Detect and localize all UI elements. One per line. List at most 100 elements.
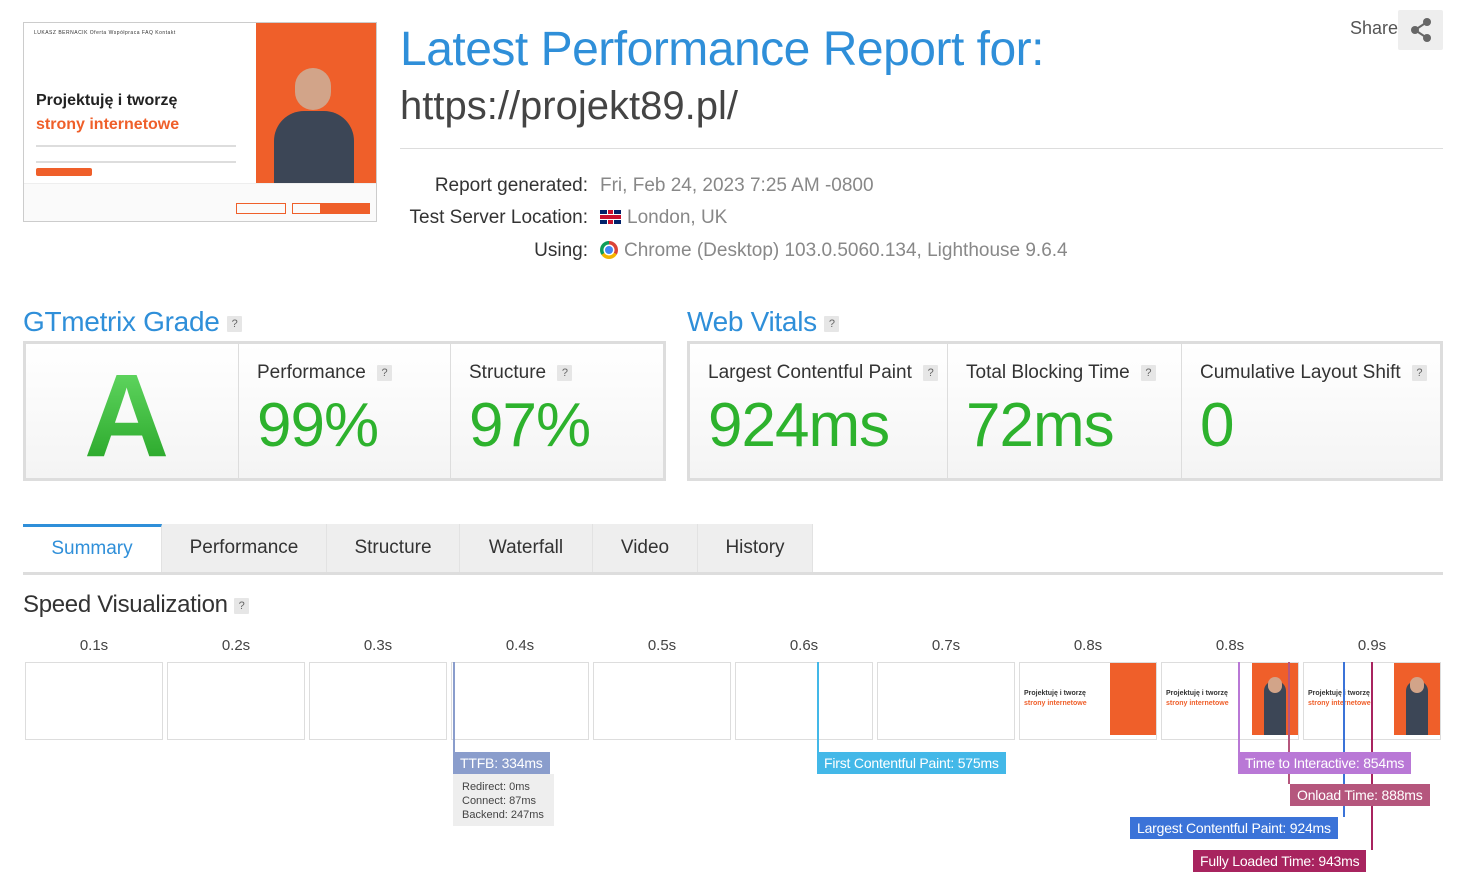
frame-time-label: 0.8s <box>1215 637 1245 654</box>
filmstrip-frame[interactable] <box>877 662 1015 740</box>
onload-line <box>1288 662 1290 784</box>
location-value: London, UK <box>627 207 728 228</box>
share-icon <box>1411 18 1431 42</box>
tab-summary[interactable]: Summary <box>23 524 162 572</box>
frame-time-label: 0.6s <box>789 637 819 654</box>
frame-thumb-line: Projektuję i tworzę <box>1166 690 1228 697</box>
lcp-label: Largest Contentful Paint <box>708 362 912 383</box>
help-icon[interactable]: ? <box>1140 364 1156 381</box>
web-vitals-box: Largest Contentful Paint ? 924ms Total B… <box>687 341 1443 481</box>
thumbnail-person-head <box>295 68 331 110</box>
help-icon[interactable]: ? <box>377 364 393 381</box>
tbt-label-wrap: Total Blocking Time ? <box>966 362 1156 384</box>
share-label[interactable]: Share <box>1350 18 1399 38</box>
lcp-value: 924ms <box>708 391 890 460</box>
ttfb-marker: TTFB: 334ms <box>453 752 550 774</box>
thumbnail-headline-2: strony internetowe <box>36 116 180 133</box>
help-icon[interactable]: ? <box>1411 364 1427 381</box>
thumbnail-text-lines <box>36 145 236 163</box>
tab-video[interactable]: Video <box>593 524 698 572</box>
filmstrip-frame[interactable] <box>25 662 163 740</box>
filmstrip-frame[interactable] <box>309 662 447 740</box>
frame-person-head <box>1410 677 1424 693</box>
filmstrip-frame[interactable] <box>735 662 873 740</box>
using-value-wrap: Chrome (Desktop) 103.0.5060.134, Lightho… <box>600 240 1068 262</box>
cls-label: Cumulative Layout Shift <box>1200 362 1401 383</box>
share-button[interactable] <box>1398 10 1443 50</box>
frame-thumb-text: Projektuję i tworzę strony internetowe <box>1308 689 1371 709</box>
thumbnail-person <box>274 111 354 183</box>
chrome-icon <box>600 241 618 259</box>
frame-time-label: 0.5s <box>647 637 677 654</box>
filmstrip-frame[interactable] <box>167 662 305 740</box>
ttfb-connect: Connect: 87ms <box>462 795 536 807</box>
fully-loaded-marker: Fully Loaded Time: 943ms <box>1193 850 1367 872</box>
generated-value: Fri, Feb 24, 2023 7:25 AM -0800 <box>600 175 874 196</box>
frame-thumb-line: strony internetowe <box>1166 700 1229 707</box>
tbt-cell: Total Blocking Time ? 72ms <box>947 344 1182 478</box>
ttfb-backend: Backend: 247ms <box>462 809 544 821</box>
help-icon[interactable]: ? <box>557 364 573 381</box>
site-thumbnail: LUKASZ BERNACIK Oferta Współpraca FAQ Ko… <box>23 22 377 222</box>
filmstrip-frame[interactable] <box>593 662 731 740</box>
thumbnail-footer <box>24 183 376 221</box>
frame-thumb-line: strony internetowe <box>1308 700 1371 707</box>
structure-cell: Structure ? 97% <box>450 344 663 478</box>
frame-thumb-text: Projektuję i tworzę strony internetowe <box>1024 689 1087 709</box>
help-icon[interactable]: ? <box>227 315 242 332</box>
performance-label-wrap: Performance ? <box>257 362 393 384</box>
frame-hero-bg <box>1110 663 1156 735</box>
thumbnail-footer-button <box>236 203 286 214</box>
frame-person-head <box>1268 677 1282 693</box>
frame-time-label: 0.4s <box>505 637 535 654</box>
lcp-line <box>1343 662 1345 817</box>
structure-label-wrap: Structure ? <box>469 362 573 384</box>
tab-structure[interactable]: Structure <box>327 524 460 572</box>
uk-flag-icon <box>600 210 621 224</box>
tab-waterfall[interactable]: Waterfall <box>460 524 593 572</box>
frame-time-label: 0.2s <box>221 637 251 654</box>
lcp-cell: Largest Contentful Paint ? 924ms <box>690 344 947 478</box>
cls-cell: Cumulative Layout Shift ? 0 <box>1181 344 1440 478</box>
grade-letter: A <box>84 350 170 482</box>
tti-line <box>1238 662 1240 752</box>
header-divider <box>400 148 1443 149</box>
filmstrip-frame[interactable] <box>451 662 589 740</box>
tab-history[interactable]: History <box>698 524 813 572</box>
gtmetrix-grade-title: GTmetrix Grade <box>23 306 220 337</box>
help-icon[interactable]: ? <box>923 364 939 381</box>
tti-marker: Time to Interactive: 854ms <box>1238 752 1412 774</box>
location-label: Test Server Location: <box>409 207 588 228</box>
thumbnail-nav: LUKASZ BERNACIK Oferta Współpraca FAQ Ko… <box>34 30 176 36</box>
help-icon[interactable]: ? <box>824 315 840 332</box>
thumbnail-headline: Projektuję i tworzę strony internetowe <box>36 89 179 137</box>
report-url: https://projekt89.pl/ <box>400 84 738 128</box>
gtmetrix-grade-heading: GTmetrix Grade ? <box>23 306 242 338</box>
frame-time-label: 0.9s <box>1357 637 1387 654</box>
thumbnail-headline-1: Projektuję i tworzę <box>36 92 178 109</box>
web-vitals-heading: Web Vitals ? <box>687 306 840 338</box>
performance-label: Performance <box>257 362 366 383</box>
frame-thumb-line: Projektuję i tworzę <box>1024 690 1086 697</box>
fcp-marker: First Contentful Paint: 575ms <box>817 752 1006 774</box>
thumbnail-cta <box>36 168 92 176</box>
report-title: Latest Performance Report for: <box>400 23 1044 76</box>
thumbnail-footer-button <box>320 203 370 214</box>
ttfb-breakdown: Redirect: 0ms Connect: 87ms Backend: 247… <box>453 774 554 826</box>
filmstrip-frame[interactable]: Projektuję i tworzę strony internetowe <box>1019 662 1157 740</box>
frame-time-label: 0.3s <box>363 637 393 654</box>
structure-value: 97% <box>469 391 591 460</box>
cls-label-wrap: Cumulative Layout Shift ? <box>1200 362 1427 384</box>
filmstrip-frame[interactable]: Projektuję i tworzę strony internetowe <box>1161 662 1299 740</box>
ttfb-line <box>453 662 455 752</box>
tbt-value: 72ms <box>966 391 1115 460</box>
speed-visualization-title: Speed Visualization <box>23 591 228 618</box>
lcp-label-wrap: Largest Contentful Paint ? <box>708 362 939 384</box>
structure-label: Structure <box>469 362 547 383</box>
frame-person <box>1264 681 1286 735</box>
help-icon[interactable]: ? <box>234 597 250 614</box>
onload-marker: Onload Time: 888ms <box>1290 784 1430 806</box>
frame-thumb-line: Projektuję i tworzę <box>1308 690 1370 697</box>
using-value: Chrome (Desktop) 103.0.5060.134, Lightho… <box>624 240 1068 261</box>
tab-performance[interactable]: Performance <box>162 524 327 572</box>
